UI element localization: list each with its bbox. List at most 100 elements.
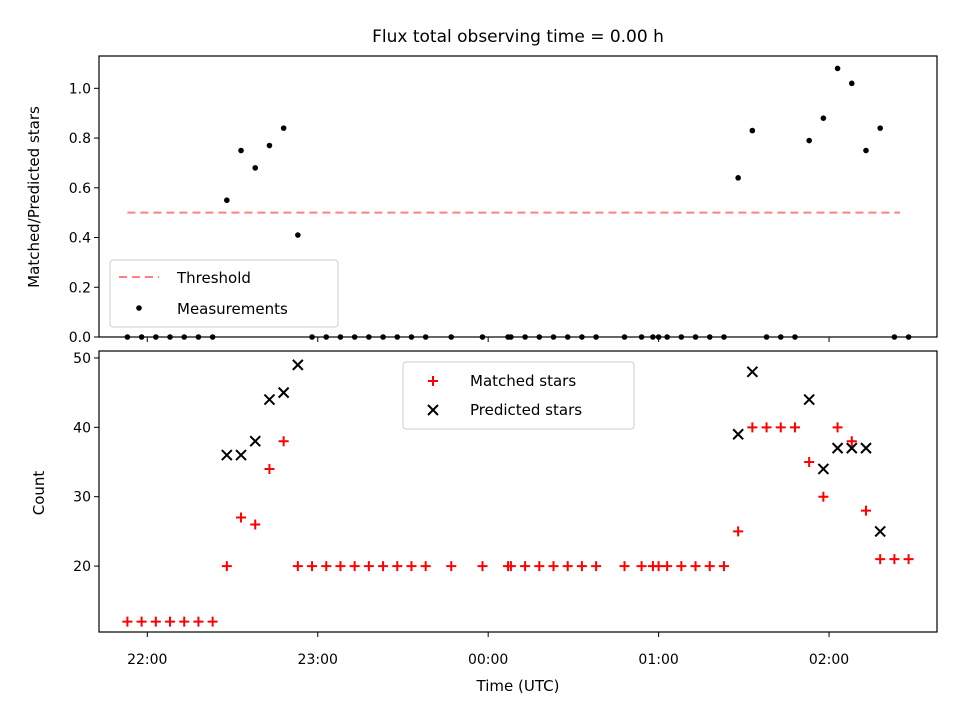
measurement-point	[678, 334, 685, 340]
measurement-point	[650, 334, 656, 340]
measurement-point	[664, 334, 670, 340]
measurement-point	[138, 334, 145, 340]
matched-star-point	[179, 616, 190, 627]
matched-star-point	[733, 526, 744, 537]
matched-star-point	[406, 561, 417, 572]
x-tick-label: 02:00	[809, 652, 849, 668]
measurement-point	[536, 334, 543, 340]
predicted-star-point	[874, 525, 886, 538]
measurement-point	[706, 334, 713, 340]
bottom-y-tick-label: 30	[73, 490, 91, 506]
measurement-point	[448, 334, 455, 340]
measurement-point	[550, 334, 557, 340]
measurement-point	[579, 334, 585, 340]
predicted-star-point	[803, 393, 815, 406]
bottom-y-tick-label: 50	[73, 351, 91, 367]
top-y-tick-label: 0.6	[69, 181, 91, 197]
top-y-tick-label: 0.2	[69, 280, 91, 296]
predicted-star-point	[249, 435, 261, 447]
matched-star-point	[636, 561, 647, 572]
matched-star-point	[363, 561, 374, 572]
measurement-point	[508, 334, 514, 340]
matched-star-point	[860, 505, 871, 516]
matched-star-point	[619, 561, 630, 572]
matched-star-point	[903, 554, 914, 565]
measurement-point	[891, 334, 898, 340]
measurement-point	[593, 334, 599, 340]
matched-star-point	[193, 616, 204, 627]
predicted-star-point	[732, 428, 744, 440]
measurement-point	[167, 334, 173, 340]
matched-star-point	[392, 561, 403, 572]
measurement-point	[763, 334, 770, 340]
measurement-point	[692, 334, 699, 340]
x-tick-label: 23:00	[298, 652, 338, 668]
matched-star-point	[804, 457, 815, 468]
matched-star-point	[548, 561, 559, 572]
measurement-point	[408, 334, 415, 340]
matched-star-point	[775, 422, 786, 433]
matched-star-point	[335, 561, 346, 572]
matched-star-point	[534, 561, 545, 572]
predicted-star-point	[846, 442, 858, 454]
matched-star-point	[136, 616, 147, 627]
predicted-star-point	[831, 442, 844, 454]
predicted-star-point	[221, 449, 233, 461]
top-y-tick-label: 0.4	[69, 231, 91, 247]
matched-star-point	[505, 561, 516, 572]
measurement-point	[777, 334, 784, 340]
bottom-y-tick-label: 40	[73, 420, 91, 436]
matched-star-point	[221, 561, 232, 572]
matched-star-point	[761, 422, 772, 433]
bottom-y-axis-label: Count	[30, 471, 48, 516]
matched-star-point	[378, 561, 389, 572]
legend-threshold-label: Threshold	[176, 269, 251, 287]
measurement-point	[351, 334, 358, 340]
measurement-point	[252, 165, 259, 171]
measurement-point	[195, 334, 202, 340]
matched-star-point	[150, 616, 161, 627]
x-tick-label: 00:00	[468, 652, 508, 668]
predicted-star-point	[292, 359, 304, 371]
matched-star-point	[846, 436, 857, 447]
top-y-axis-label: Matched/Predicted stars	[25, 106, 43, 288]
top-y-tick-label: 0.8	[69, 131, 91, 147]
matched-star-point	[307, 561, 318, 572]
matched-star-point	[676, 561, 687, 572]
measurement-point	[238, 147, 244, 154]
matched-star-point	[292, 561, 303, 572]
measurement-point	[749, 127, 756, 134]
x-tick-label: 22:00	[127, 652, 167, 668]
matched-star-point	[420, 561, 431, 572]
matched-star-point	[832, 422, 843, 433]
matched-star-point	[321, 561, 332, 572]
legend-matched-label: Matched stars	[470, 372, 576, 390]
measurement-point	[380, 334, 386, 340]
measurement-point	[564, 334, 571, 340]
matched-star-point	[662, 561, 673, 572]
legend-measurements-swatch	[136, 305, 142, 311]
measurement-point	[394, 334, 401, 340]
top-legend-box	[109, 259, 339, 328]
measurement-point	[735, 175, 741, 181]
matched-star-point	[278, 436, 289, 447]
measurement-point	[337, 334, 344, 340]
top-y-tick-label: 1.0	[69, 81, 91, 97]
measurement-point	[153, 334, 159, 340]
predicted-star-point	[817, 463, 830, 475]
matched-star-point	[789, 422, 800, 433]
matched-star-point	[477, 561, 488, 572]
matched-star-point	[875, 554, 886, 565]
measurement-point	[721, 334, 727, 340]
measurement-point	[309, 334, 315, 340]
legend-measurements-label: Measurements	[177, 300, 288, 318]
matched-star-point	[264, 463, 275, 474]
matched-star-point	[122, 616, 133, 627]
matched-star-point	[818, 491, 829, 502]
measurement-point	[863, 147, 869, 154]
legend-matched-swatch	[428, 376, 438, 386]
matched-star-point	[446, 561, 457, 572]
measurement-point	[848, 80, 855, 87]
matched-star-point	[236, 512, 247, 523]
